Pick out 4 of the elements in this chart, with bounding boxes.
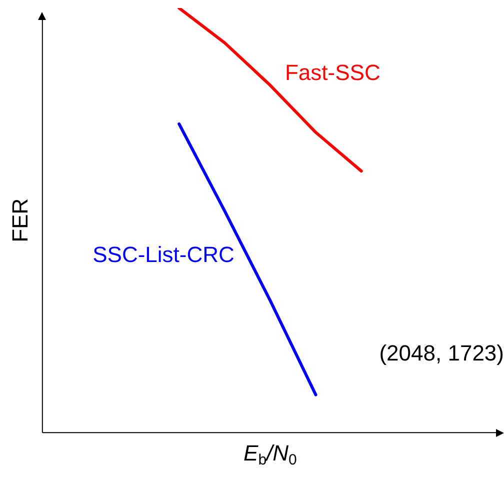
annotation: (2048, 1723) xyxy=(379,340,504,366)
series-label: Fast-SSC xyxy=(284,60,380,85)
series-label: SSC-List-CRC xyxy=(92,242,235,267)
y-axis-title: FER xyxy=(7,198,32,242)
